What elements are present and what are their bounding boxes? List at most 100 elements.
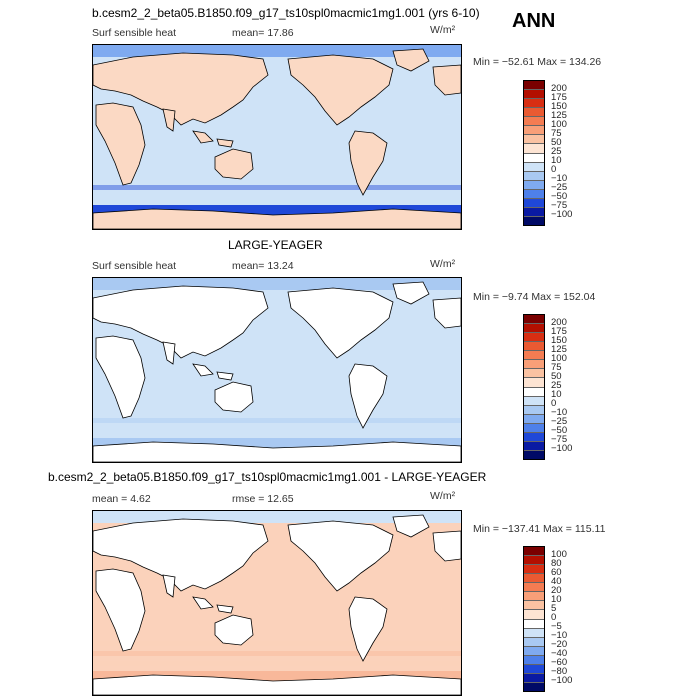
continent-outline: [392, 514, 430, 538]
colorbar-swatch: [524, 387, 544, 397]
panel3-map: [92, 510, 462, 696]
continent-outline: [432, 64, 461, 96]
colorbar-swatch: [524, 574, 544, 584]
colorbar-tick-label: −20: [551, 639, 568, 650]
continent-outline: [392, 48, 430, 72]
colorbar-tick-label: 60: [551, 567, 562, 578]
colorbar-tick-label: 150: [551, 335, 567, 346]
colorbar-tick-label: −100: [551, 675, 573, 686]
colorbar-swatch: [524, 378, 544, 388]
continent-outline: [287, 520, 394, 592]
continent-outline: [192, 130, 234, 148]
colorbar-swatch: [524, 180, 544, 190]
colorbar-tick-label: −80: [551, 666, 568, 677]
continent-outline: [432, 297, 461, 329]
colorbar-swatch: [524, 216, 544, 225]
continent-outline: [95, 102, 146, 186]
colorbar-swatch: [524, 664, 544, 674]
colorbar-tick-label: 0: [551, 398, 557, 409]
colorbar-tick-label: 175: [551, 326, 567, 337]
colorbar-swatch: [524, 333, 544, 343]
colorbar-tick-label: −10: [551, 630, 568, 641]
continent-outline: [287, 287, 394, 359]
colorbar-swatch: [524, 198, 544, 208]
continent-outline: [214, 148, 254, 180]
panel3-mean: mean = 4.62: [92, 493, 151, 505]
colorbar-tick-label: 200: [551, 83, 567, 94]
colorbar-tick-label: −10: [551, 407, 568, 418]
panel3-rmse: rmse = 12.65: [232, 493, 294, 505]
colorbar-swatch: [524, 547, 544, 557]
colorbar-tick-label: −100: [551, 209, 573, 220]
colorbar-tick-label: 0: [551, 164, 557, 175]
colorbar-swatch: [524, 637, 544, 647]
continent-outline: [93, 208, 461, 229]
season-label: ANN: [512, 10, 556, 32]
continent-outline: [95, 335, 146, 419]
panel1-minmax: Min = −52.61 Max = 134.26: [473, 56, 602, 68]
storm-track-stripe: [93, 195, 461, 200]
continent-outline: [392, 281, 430, 305]
colorbar-swatch: [524, 360, 544, 370]
continent-outline: [93, 441, 461, 462]
colorbar-swatch: [524, 351, 544, 361]
continent-outline: [192, 596, 234, 614]
colorbar-tick-label: 5: [551, 603, 557, 614]
storm-track-stripe: [93, 175, 461, 180]
panel3-title: b.cesm2_2_beta05.B1850.f09_g17_ts10spl0m…: [48, 470, 487, 484]
continent-outline: [214, 381, 254, 413]
colorbar-swatch: [524, 646, 544, 656]
colorbar-tick-label: 25: [551, 380, 562, 391]
colorbar-tick-label: 125: [551, 110, 567, 121]
continent-outline: [162, 574, 176, 598]
colorbar-swatch: [524, 135, 544, 145]
continent-outline: [348, 363, 388, 429]
panel2-units: W/m²: [430, 258, 456, 270]
panel3-colorbar-labels: 100 80 60 40 20 10 5 0 −5 −10 −20 −40 −60 −80 −100: [551, 546, 591, 690]
colorbar-tick-label: 10: [551, 389, 562, 400]
colorbar-swatch: [524, 583, 544, 593]
storm-track-stripe: [93, 641, 461, 646]
panel2-map: [92, 277, 462, 463]
continent-outline: [214, 614, 254, 646]
colorbar-tick-label: −40: [551, 648, 568, 659]
panel3-colorbar: [523, 546, 545, 692]
continent-outline: [432, 530, 461, 562]
colorbar-swatch: [524, 628, 544, 638]
colorbar-tick-label: −5: [551, 621, 562, 632]
storm-track-stripe: [93, 185, 461, 190]
colorbar-swatch: [524, 90, 544, 100]
colorbar-tick-label: 100: [551, 353, 567, 364]
colorbar-swatch: [524, 405, 544, 415]
colorbar-swatch: [524, 342, 544, 352]
colorbar-tick-label: 25: [551, 146, 562, 157]
colorbar-swatch: [524, 432, 544, 442]
colorbar-swatch: [524, 682, 544, 691]
colorbar-swatch: [524, 619, 544, 629]
colorbar-swatch: [524, 556, 544, 566]
colorbar-swatch: [524, 414, 544, 424]
colorbar-tick-label: 75: [551, 128, 562, 139]
colorbar-tick-label: 20: [551, 585, 562, 596]
colorbar-swatch: [524, 117, 544, 127]
continent-outline: [93, 52, 269, 126]
continent-outline: [93, 674, 461, 695]
colorbar-tick-label: 0: [551, 612, 557, 623]
colorbar-tick-label: −50: [551, 425, 568, 436]
colorbar-tick-label: 80: [551, 558, 562, 569]
colorbar-tick-label: 50: [551, 137, 562, 148]
panel1-colorbar-labels: 200 175 150 125 100 75 50 25 10 0 −10 −25 −50 −75 −100: [551, 80, 591, 224]
storm-track-stripe: [93, 661, 461, 666]
colorbar-tick-label: 10: [551, 155, 562, 166]
colorbar-tick-label: −25: [551, 182, 568, 193]
colorbar-tick-label: 175: [551, 92, 567, 103]
colorbar-tick-label: −75: [551, 200, 568, 211]
colorbar-swatch: [524, 450, 544, 459]
colorbar-swatch: [524, 189, 544, 199]
colorbar-tick-label: −100: [551, 443, 573, 454]
panel2-mean: mean= 13.24: [232, 260, 294, 272]
panel1-units: W/m²: [430, 24, 456, 36]
colorbar-swatch: [524, 81, 544, 91]
storm-track-stripe: [93, 418, 461, 423]
continent-outline: [162, 341, 176, 365]
